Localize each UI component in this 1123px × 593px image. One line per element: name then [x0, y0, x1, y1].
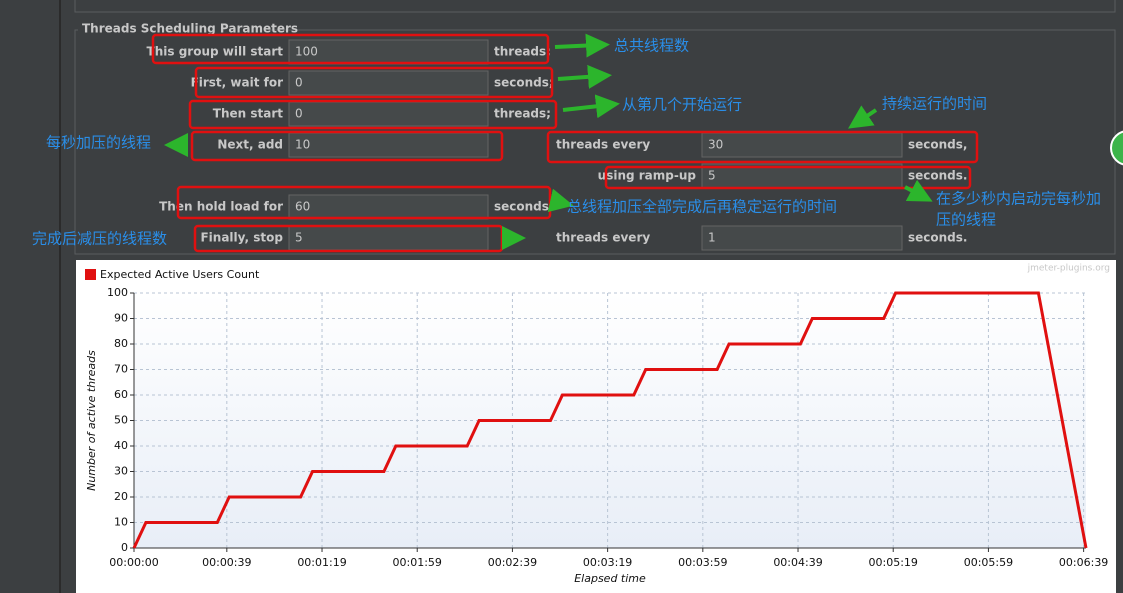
field-unit: seconds,: [908, 138, 967, 152]
input-value: 1: [708, 231, 716, 245]
text-input[interactable]: [701, 225, 903, 251]
x-tick-label: 00:01:59: [393, 556, 442, 569]
annotation: 完成后减压的线程数: [32, 230, 167, 248]
legend-swatch: [85, 269, 96, 280]
x-tick-label: 00:03:59: [678, 556, 727, 569]
red-highlight: [188, 99, 558, 130]
form: This group will start 100 threads;First, w…: [147, 39, 967, 251]
field-unit: seconds.: [908, 231, 967, 245]
text-input[interactable]: [288, 225, 489, 251]
field-unit: threads;: [494, 45, 551, 59]
y-tick-label: 10: [114, 516, 128, 529]
red-highlight: [190, 130, 504, 162]
annotation: 总线程加压全部完成后再稳定运行的时间: [567, 198, 837, 216]
y-tick-label: 0: [121, 541, 128, 554]
annotation: 压的线程: [936, 211, 996, 229]
red-highlight: [604, 165, 972, 190]
input-value: 100: [295, 45, 318, 59]
status-badge: [1110, 130, 1123, 166]
x-tick-label: 00:01:19: [297, 556, 346, 569]
input-value: 10: [295, 138, 310, 152]
y-axis-label: Number of active threads: [85, 350, 98, 491]
input-value: 0: [295, 107, 303, 121]
text-input[interactable]: [288, 70, 489, 96]
field-label: Then start: [213, 107, 283, 121]
field-label: This group will start: [147, 45, 284, 59]
arrow: [848, 105, 878, 129]
y-tick-label: 50: [114, 414, 128, 427]
input-value: 0: [295, 76, 303, 90]
text-input[interactable]: [288, 101, 489, 127]
field-unit: seconds;: [494, 76, 554, 90]
y-tick-label: 40: [114, 439, 128, 452]
annotation: 每秒加压的线程: [46, 134, 151, 152]
arrow: [554, 33, 610, 58]
text-input[interactable]: [288, 132, 489, 158]
arrow: [547, 188, 574, 213]
field-unit: threads;: [494, 107, 551, 121]
field-label: Next, add: [217, 138, 283, 152]
input-value: 30: [708, 138, 723, 152]
x-tick-label: 00:05:59: [964, 556, 1013, 569]
annotation: 从第几个开始运行: [622, 96, 742, 114]
text-input[interactable]: [288, 194, 489, 220]
arrow: [557, 64, 612, 89]
annotation: 总共线程数: [614, 37, 689, 55]
x-tick-label: 00:00:00: [109, 556, 158, 569]
y-tick-label: 90: [114, 312, 128, 325]
y-tick-label: 20: [114, 490, 128, 503]
x-tick-label: 00:06:39: [1059, 556, 1108, 569]
arrow: [562, 94, 620, 119]
annotation: 持续运行的时间: [882, 95, 987, 113]
field-label: threads every: [556, 231, 650, 245]
y-tick-label: 60: [114, 388, 128, 401]
y-tick-label: 70: [114, 363, 128, 376]
highlights: [151, 33, 979, 253]
field-label: threads every: [556, 138, 650, 152]
input-value: 5: [708, 169, 716, 183]
title-bg: [78, 22, 268, 36]
input-value: 5: [295, 231, 303, 245]
y-tick-label: 30: [114, 465, 128, 478]
y-tick-label: 100: [107, 286, 128, 299]
watermark: jmeter-plugins.org: [1027, 264, 1110, 274]
chart: 0 10 20 30 40 50 60 70 80 90 100 00:00:00 00:00:39 00…: [85, 264, 1110, 585]
x-tick-label: 00:00:39: [202, 556, 251, 569]
x-tick-label: 00:02:39: [488, 556, 537, 569]
field-label: using ramp-up: [598, 169, 697, 183]
field-label: Then hold load for: [159, 200, 283, 214]
text-input[interactable]: [701, 132, 903, 158]
y-tick-label: 80: [114, 337, 128, 350]
x-tick-label: 00:04:39: [773, 556, 822, 569]
x-axis-label: Elapsed time: [574, 572, 646, 585]
field-label: First, wait for: [191, 76, 284, 90]
field-label: Finally, stop: [200, 231, 283, 245]
annotation: 在多少秒内启动完每秒加: [936, 190, 1101, 208]
top-panel: [74, 0, 1116, 13]
x-tick-label: 00:05:19: [869, 556, 918, 569]
section-title: Threads Scheduling Parameters: [82, 22, 298, 36]
arrows: [164, 33, 933, 250]
data-line: [132, 291, 1088, 549]
input-value: 60: [295, 200, 310, 214]
legend-label: Expected Active Users Count: [100, 268, 260, 281]
field-unit: seconds.: [908, 169, 967, 183]
red-highlight: [194, 66, 554, 99]
x-tick-label: 00:03:19: [583, 556, 632, 569]
red-highlight: [151, 33, 550, 65]
arrow: [904, 179, 933, 202]
field-unit: seconds.: [494, 200, 553, 214]
text-input[interactable]: [288, 39, 489, 65]
red-highlight: [546, 130, 979, 164]
